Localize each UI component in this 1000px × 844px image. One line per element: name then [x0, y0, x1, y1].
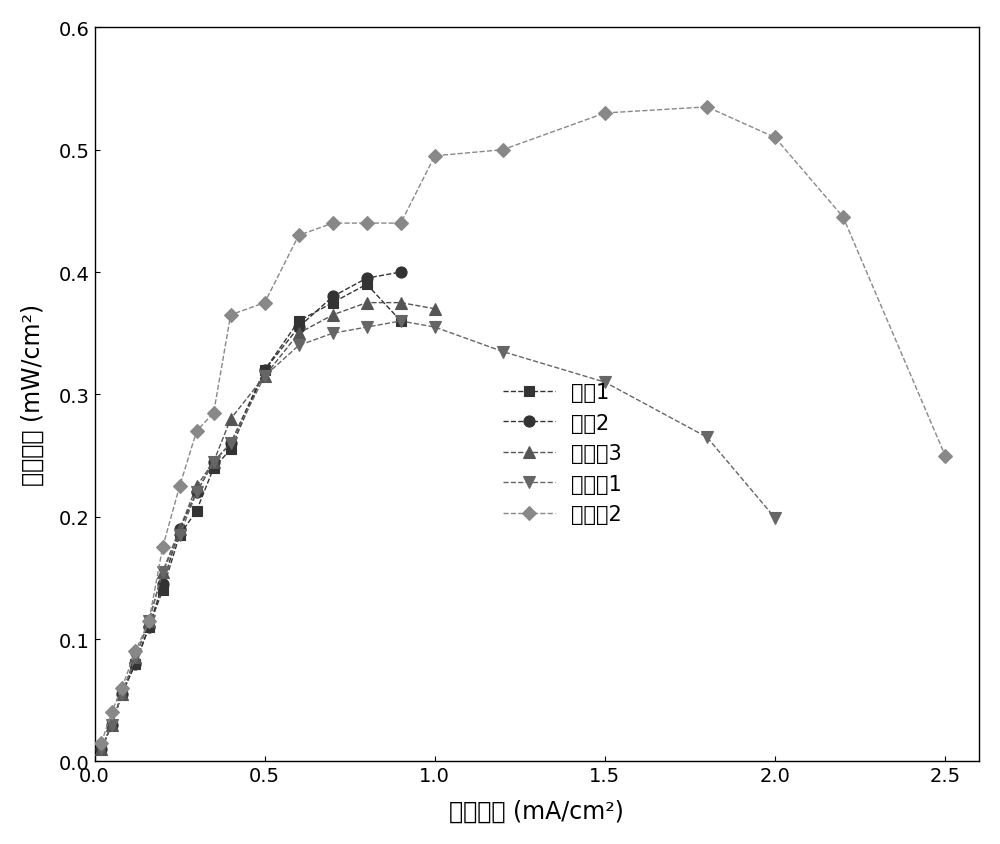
对比1	[361, 280, 373, 290]
实施南1	[174, 530, 186, 540]
实施南3	[95, 744, 107, 755]
实施南2	[95, 738, 107, 749]
Line: 实施南3: 实施南3	[96, 298, 440, 755]
实施南1	[599, 377, 611, 387]
实施南2	[106, 707, 118, 717]
对比1	[327, 298, 339, 308]
实施南3	[191, 481, 203, 491]
实施南2	[429, 152, 441, 162]
实施南1	[293, 341, 305, 351]
实施南1	[259, 371, 271, 381]
实施南3	[293, 329, 305, 339]
对比1	[116, 690, 128, 700]
对比1	[259, 365, 271, 376]
实施南2	[497, 145, 509, 155]
实施南3	[174, 524, 186, 534]
实施南3	[157, 567, 169, 577]
Legend: 对比1, 对比2, 实施南3, 实施南1, 实施南2: 对比1, 对比2, 实施南3, 实施南1, 实施南2	[492, 372, 633, 535]
实施南2	[225, 311, 237, 321]
对比2	[191, 488, 203, 498]
实施南2	[939, 451, 951, 461]
实施南3	[116, 690, 128, 700]
实施南1	[769, 513, 781, 523]
对比2	[95, 744, 107, 755]
对比1	[293, 316, 305, 327]
实施南1	[327, 329, 339, 339]
对比2	[208, 457, 220, 468]
对比1	[129, 658, 141, 668]
对比2	[106, 720, 118, 730]
Line: 实施南1: 实施南1	[96, 316, 781, 755]
Y-axis label: 功率密度 (mW/cm²): 功率密度 (mW/cm²)	[21, 304, 45, 486]
实施南1	[191, 488, 203, 498]
对比1	[395, 316, 407, 327]
实施南3	[225, 414, 237, 425]
对比1	[95, 744, 107, 755]
对比1	[191, 506, 203, 516]
实施南1	[208, 457, 220, 468]
实施南2	[293, 231, 305, 241]
对比2	[174, 524, 186, 534]
实施南1	[361, 322, 373, 333]
实施南2	[174, 481, 186, 491]
实施南2	[259, 298, 271, 308]
对比2	[157, 579, 169, 589]
实施南1	[129, 652, 141, 663]
对比2	[143, 622, 155, 632]
实施南1	[143, 616, 155, 626]
对比2	[259, 365, 271, 376]
实施南1	[395, 316, 407, 327]
实施南1	[701, 433, 713, 443]
Line: 对比2: 对比2	[96, 268, 406, 755]
实施南2	[837, 213, 849, 223]
实施南1	[429, 322, 441, 333]
对比1	[157, 586, 169, 596]
实施南3	[129, 652, 141, 663]
实施南2	[701, 103, 713, 113]
Line: 对比1: 对比1	[97, 280, 406, 755]
实施南1	[225, 439, 237, 449]
实施南3	[395, 298, 407, 308]
对比2	[116, 690, 128, 700]
实施南3	[327, 311, 339, 321]
对比1	[208, 463, 220, 473]
实施南2	[769, 133, 781, 143]
对比2	[293, 322, 305, 333]
X-axis label: 电流密度 (mA/cm²): 电流密度 (mA/cm²)	[449, 799, 624, 823]
对比1	[143, 622, 155, 632]
对比2	[361, 273, 373, 284]
实施南3	[429, 305, 441, 315]
实施南3	[143, 616, 155, 626]
实施南2	[191, 426, 203, 436]
实施南1	[157, 567, 169, 577]
实施南2	[361, 219, 373, 229]
对比2	[395, 268, 407, 278]
实施南2	[143, 616, 155, 626]
实施南2	[395, 219, 407, 229]
实施南1	[116, 690, 128, 700]
实施南1	[106, 720, 118, 730]
实施南2	[208, 408, 220, 419]
实施南3	[361, 298, 373, 308]
对比2	[327, 292, 339, 302]
实施南3	[106, 720, 118, 730]
对比2	[225, 439, 237, 449]
对比1	[106, 720, 118, 730]
Line: 实施南2: 实施南2	[97, 103, 950, 748]
对比2	[129, 658, 141, 668]
实施南1	[497, 347, 509, 357]
实施南3	[259, 371, 271, 381]
实施南1	[95, 744, 107, 755]
实施南2	[129, 647, 141, 657]
实施南2	[116, 683, 128, 693]
实施南2	[157, 543, 169, 553]
实施南3	[208, 457, 220, 468]
对比1	[225, 445, 237, 455]
实施南2	[327, 219, 339, 229]
对比1	[174, 530, 186, 540]
实施南2	[599, 109, 611, 119]
